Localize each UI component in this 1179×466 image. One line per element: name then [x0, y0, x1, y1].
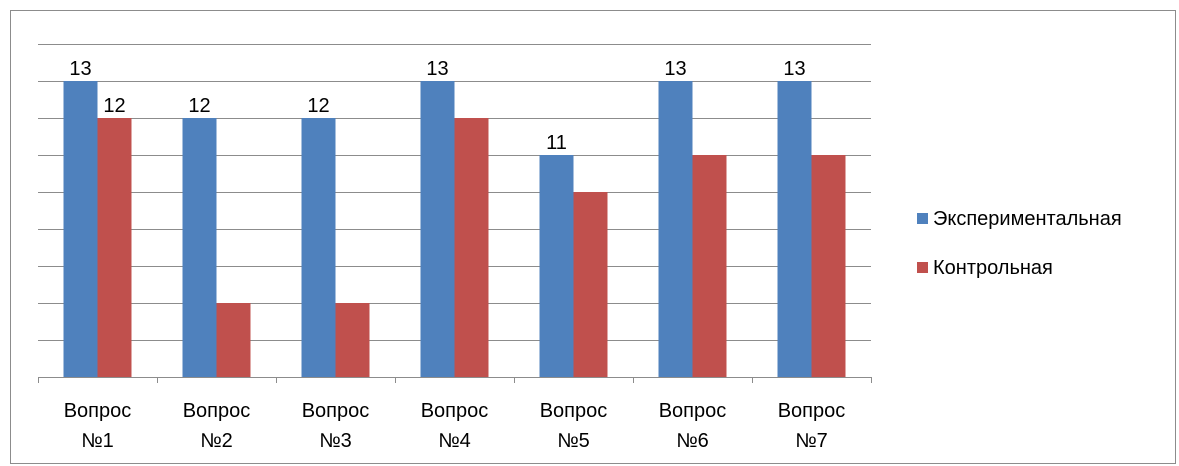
data-label: 13 [783, 58, 805, 80]
x-axis [38, 377, 872, 383]
legend-swatch [917, 213, 928, 224]
bars [63, 81, 846, 377]
data-labels: 13 12 12 13 11 13 13 12 [69, 58, 805, 154]
bar-experimental-5 [539, 155, 574, 377]
category-labels: Вопрос №1 Вопрос №2 Вопрос №3 Вопрос №4 Вопрос №5… [64, 400, 846, 452]
bar-control-5 [573, 192, 608, 377]
bar-control-4 [454, 118, 489, 377]
bar-control-6 [692, 155, 727, 377]
data-label: 12 [103, 95, 125, 117]
legend-label: Экспериментальная [933, 208, 1122, 230]
data-label: 11 [546, 132, 567, 154]
data-label: 12 [188, 95, 210, 117]
category-label: Вопрос №7 [778, 400, 846, 452]
legend: Экспериментальная Контрольная [917, 208, 1122, 279]
data-label: 13 [69, 58, 91, 80]
bar-experimental-7 [777, 81, 812, 377]
legend-label: Контрольная [933, 257, 1053, 279]
data-label: 13 [664, 58, 686, 80]
category-label: Вопрос №5 [540, 400, 608, 452]
category-label: Вопрос №4 [421, 400, 489, 452]
bar-control-7 [811, 155, 846, 377]
bar-control-2 [216, 303, 251, 377]
bar-control-3 [335, 303, 370, 377]
legend-swatch [917, 262, 928, 273]
data-label: 12 [307, 95, 329, 117]
category-label: Вопрос №6 [659, 400, 727, 452]
bar-experimental-1 [63, 81, 98, 377]
bar-control-1 [97, 118, 132, 377]
bar-experimental-4 [420, 81, 455, 377]
chart-frame: 13 12 12 13 11 13 13 12 Вопрос №1 Вопрос №2 Вопрос №… [10, 10, 1176, 464]
bar-experimental-2 [182, 118, 217, 377]
data-label: 13 [426, 58, 448, 80]
category-label: Вопрос №3 [302, 400, 370, 452]
bar-experimental-3 [301, 118, 336, 377]
category-label: Вопрос №2 [183, 400, 251, 452]
category-label: Вопрос №1 [64, 400, 132, 452]
bar-experimental-6 [658, 81, 693, 377]
